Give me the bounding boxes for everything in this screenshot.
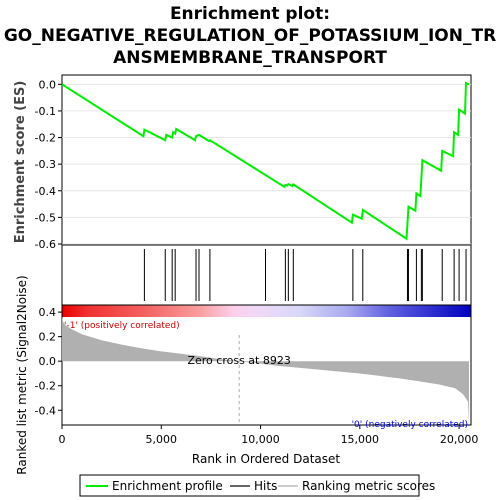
- zero-cross-label: Zero cross at 8923: [187, 354, 290, 367]
- rank-y-ticks: 0.4 0.2 0.0 -0.2 -0.4: [35, 306, 62, 417]
- es-y-axis-label: Enrichment score (ES): [13, 81, 28, 244]
- legend-enrichment-label: Enrichment profile: [112, 479, 223, 493]
- x-ticks: 0 5,000 10,000 15,000 20,000: [59, 425, 479, 446]
- rank-y-tick-label: -0.2: [35, 380, 56, 393]
- es-gridlines: [62, 83, 471, 245]
- hits-panel-frame: [61, 244, 472, 306]
- x-tick-label: 5,000: [146, 433, 178, 446]
- es-y-tick-label: -0.6: [35, 238, 56, 251]
- x-tick-label: 0: [59, 433, 66, 446]
- rank-y-tick-label: 0.0: [39, 355, 57, 368]
- x-tick-label: 10,000: [241, 433, 280, 446]
- rank-y-tick-label: 0.2: [39, 331, 57, 344]
- title-line-2: GO_NEGATIVE_REGULATION_OF_POTASSIUM_ION_…: [3, 26, 497, 46]
- rank-y-tick-label: -0.4: [35, 404, 56, 417]
- rank-y-axis-label: Ranked list metric (Signal2Noise): [15, 275, 29, 474]
- es-y-tick-label: 0.0: [39, 78, 57, 91]
- positive-correlation-label: '-1' (positively correlated): [64, 321, 180, 331]
- rank-y-tick-label: 0.4: [39, 306, 57, 319]
- hit-marks: [143, 249, 467, 301]
- legend-hits-label: Hits: [254, 479, 277, 493]
- x-axis-label: Rank in Ordered Dataset: [192, 452, 340, 466]
- x-tick-label: 15,000: [341, 433, 380, 446]
- es-y-tick-label: -0.1: [35, 105, 56, 118]
- x-tick-label: 20,000: [440, 433, 479, 446]
- title-line-1: Enrichment plot:: [169, 4, 331, 24]
- es-y-tick-label: -0.4: [35, 185, 56, 198]
- rank-color-bar: [62, 305, 471, 317]
- rank-panel-frame: [61, 304, 472, 426]
- legend-ranking-label: Ranking metric scores: [302, 479, 435, 493]
- ranking-metric-area: [62, 317, 469, 425]
- es-y-tick-label: -0.3: [35, 158, 56, 171]
- es-y-ticks: 0.0 -0.1 -0.2 -0.3 -0.4 -0.5 -0.6: [35, 78, 62, 251]
- es-y-tick-label: -0.5: [35, 211, 56, 224]
- es-panel-frame: [61, 74, 472, 246]
- negative-correlation-label: '0' (negatively correlated): [352, 420, 468, 430]
- enrichment-profile-line: [61, 81, 470, 241]
- title-line-3: ANSMEMBRANE_TRANSPORT: [113, 48, 387, 68]
- es-y-tick-label: -0.2: [35, 132, 56, 145]
